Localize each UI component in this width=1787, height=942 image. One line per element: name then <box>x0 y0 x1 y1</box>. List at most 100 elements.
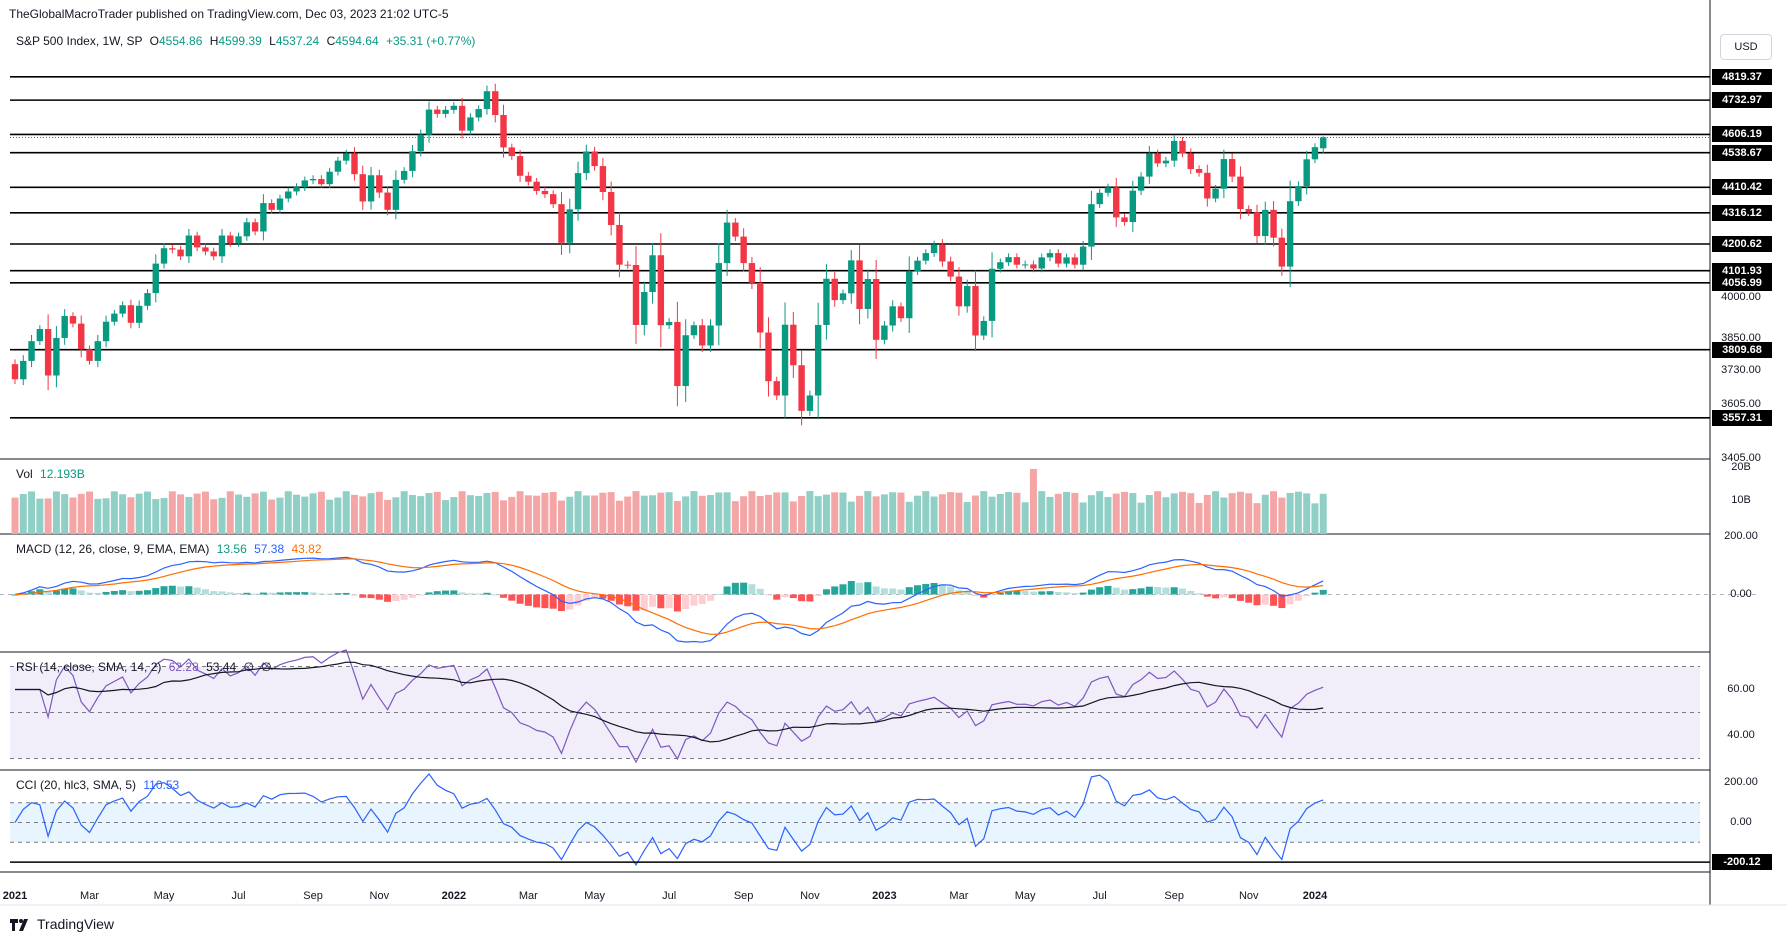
volume-bar <box>433 491 441 534</box>
candle-body <box>1096 192 1103 205</box>
volume-bar <box>1319 493 1327 534</box>
brand-name: TradingView <box>37 916 115 932</box>
volume-bar <box>599 492 607 534</box>
candle-body <box>44 329 52 376</box>
macd-histogram-bar <box>177 586 185 595</box>
macd-tick: 200.00 <box>1724 530 1758 542</box>
macd-histogram-bar <box>740 582 748 595</box>
open-value: 4554.86 <box>159 34 203 48</box>
candle-body <box>748 263 756 283</box>
macd-histogram-bar <box>1145 586 1153 595</box>
candle-body <box>848 260 855 294</box>
volume-bar <box>11 497 19 534</box>
macd-histogram-bar <box>582 594 590 601</box>
macd-histogram-bar <box>1236 594 1244 601</box>
currency-button[interactable]: USD <box>1720 34 1772 60</box>
candle-body <box>102 321 110 342</box>
time-axis-label: May <box>584 890 605 902</box>
macd-histogram-bar <box>110 591 118 595</box>
volume-bar <box>119 494 127 534</box>
macd-histogram-bar <box>218 591 226 595</box>
candle-body <box>28 341 35 361</box>
candle-body <box>243 222 251 237</box>
macd-histogram-bar <box>1253 594 1261 606</box>
volume-bar <box>293 494 301 534</box>
candle-body <box>997 262 1004 269</box>
volume-bar <box>673 500 681 534</box>
volume-bar <box>94 498 102 534</box>
volume-bar <box>756 495 764 534</box>
volume-bar <box>831 492 839 534</box>
volume-bar <box>19 493 27 534</box>
volume-bar <box>1212 491 1220 534</box>
volume-bar <box>971 495 979 534</box>
volume-bar <box>938 494 946 534</box>
level-label: 4101.93 <box>1712 262 1772 279</box>
macd-histogram-bar <box>764 594 772 596</box>
candle-body <box>1129 190 1136 223</box>
volume-bar <box>259 491 267 534</box>
macd-histogram-bar <box>524 594 532 606</box>
volume-bar <box>1104 497 1112 534</box>
time-axis-label: Jul <box>1092 890 1107 902</box>
macd-signal-line <box>14 558 1324 635</box>
macd-histogram-bar <box>1212 594 1220 599</box>
candle-body <box>53 337 60 376</box>
macd-histogram-bar <box>1245 594 1253 603</box>
level-label: 4410.42 <box>1712 179 1772 196</box>
macd-histogram-bar <box>1112 587 1120 595</box>
candle-body <box>1311 147 1319 160</box>
cci-label: CCI (20, hlc3, SMA, 5) <box>16 778 137 792</box>
candle-body <box>980 320 987 336</box>
candle-body <box>1162 160 1170 164</box>
macd-histogram-bar <box>367 594 375 599</box>
macd-histogram-bar <box>127 591 135 595</box>
candle-body <box>500 114 507 148</box>
volume-bar <box>1054 493 1062 534</box>
macd-histogram-bar <box>905 587 913 595</box>
macd-histogram-bar <box>1071 593 1079 595</box>
time-axis-label: Jul <box>231 890 246 902</box>
symbol-legend: S&P 500 Index, 1W, SP O4554.86 H4599.39 … <box>16 34 475 48</box>
candle-body <box>492 91 499 115</box>
candle-body <box>972 286 979 336</box>
candle-body <box>533 181 540 191</box>
volume-bar <box>491 491 499 534</box>
volume-bar <box>930 496 938 534</box>
macd-histogram-bar <box>533 594 541 608</box>
price-tick: 3605.00 <box>1721 397 1761 410</box>
volume-bar <box>508 496 516 534</box>
macd-histogram-bar <box>94 592 102 595</box>
volume-bar <box>682 496 690 534</box>
candle-body <box>583 151 590 174</box>
volume-bar <box>557 500 565 534</box>
macd-histogram-bar <box>1187 590 1195 595</box>
volume-bar <box>740 496 748 534</box>
volume-bar <box>86 491 94 534</box>
macd-histogram-bar <box>1013 591 1021 595</box>
macd-histogram-bar <box>1270 594 1278 606</box>
macd-histogram-bar <box>748 584 756 595</box>
macd-histogram-bar <box>640 594 648 611</box>
macd-histogram-bar <box>996 592 1004 595</box>
macd-histogram-bar <box>1046 591 1054 595</box>
macd-histogram-bar <box>574 594 582 606</box>
candle-body <box>351 153 358 175</box>
candle-body <box>814 324 822 396</box>
candle-body <box>36 329 44 342</box>
macd-histogram-bar <box>1170 587 1178 595</box>
candle-body <box>136 305 143 323</box>
volume-bar <box>640 495 648 534</box>
time-axis-label: 2023 <box>872 890 897 902</box>
volume-bar <box>1046 496 1054 534</box>
level-label: 4056.99 <box>1712 274 1772 291</box>
volume-bar <box>326 499 334 534</box>
tradingview-logo[interactable]: TradingView <box>10 916 114 932</box>
candle-body <box>922 253 929 261</box>
volume-bar <box>1096 491 1104 534</box>
macd-histogram-bar <box>86 592 94 595</box>
macd-histogram-bar <box>102 591 110 595</box>
candle-body <box>508 147 515 157</box>
macd-histogram-bar <box>259 592 267 595</box>
